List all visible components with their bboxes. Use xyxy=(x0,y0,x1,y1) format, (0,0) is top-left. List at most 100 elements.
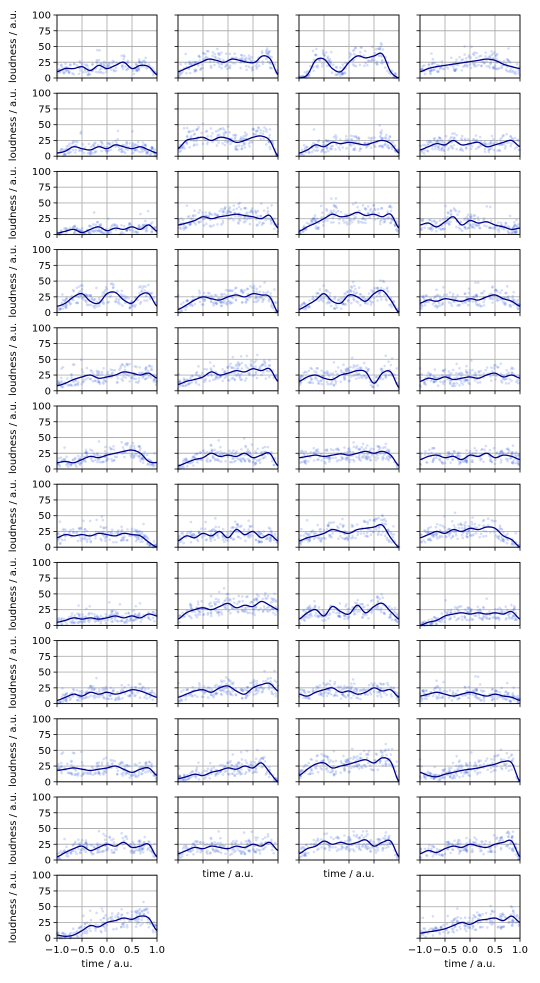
scatter-point xyxy=(193,143,196,146)
scatter-point xyxy=(101,518,105,522)
scatter-point xyxy=(376,216,380,220)
scatter-point xyxy=(331,456,335,460)
scatter-point xyxy=(240,372,243,376)
scatter-point xyxy=(322,220,325,224)
y-tick-label: 25 xyxy=(38,449,51,460)
scatter-point xyxy=(125,143,128,146)
scatter-point xyxy=(142,59,146,62)
y-tick-label: 0 xyxy=(45,465,51,476)
scatter-point xyxy=(81,70,85,74)
scatter-point xyxy=(447,211,450,215)
scatter-point xyxy=(452,67,456,71)
scatter-point xyxy=(496,67,500,71)
scatter-point xyxy=(273,288,276,291)
scatter-point xyxy=(381,377,385,381)
scatter-point xyxy=(272,227,276,231)
scatter-point xyxy=(332,209,336,213)
y-tick-label: 0 xyxy=(45,308,51,319)
scatter-point xyxy=(266,52,269,55)
scatter-point xyxy=(194,69,197,73)
scatter-point xyxy=(346,451,349,454)
y-tick-label: 0 xyxy=(45,152,51,163)
scatter-point xyxy=(387,146,390,150)
scatter-point xyxy=(145,152,149,155)
scatter-point xyxy=(505,368,509,372)
scatter-point xyxy=(220,452,224,455)
scatter-point xyxy=(480,448,483,452)
scatter-point xyxy=(492,446,496,450)
mean-line xyxy=(177,55,279,76)
scatter-point xyxy=(254,370,258,374)
scatter-point xyxy=(184,384,188,387)
scatter-point xyxy=(74,301,78,305)
scatter-point xyxy=(222,133,226,137)
scatter-point xyxy=(209,367,213,370)
scatter-point xyxy=(387,373,391,377)
scatter-point xyxy=(480,64,483,68)
scatter-point xyxy=(149,222,153,225)
scatter-point xyxy=(508,214,512,218)
scatter-point xyxy=(136,67,139,71)
scatter-point xyxy=(441,67,445,71)
scatter-point xyxy=(150,365,153,368)
scatter-point xyxy=(350,301,353,305)
scatter-point xyxy=(453,382,456,385)
scatter-point xyxy=(368,215,371,219)
scatter-point xyxy=(130,530,134,533)
scatter-point xyxy=(67,462,71,466)
scatter-point xyxy=(488,448,492,452)
scatter-point xyxy=(195,143,199,146)
scatter-point xyxy=(456,304,459,307)
scatter-point xyxy=(132,456,135,460)
scatter-point xyxy=(262,371,265,374)
scatter-point xyxy=(94,379,97,383)
scatter-point xyxy=(210,294,214,298)
scatter-point xyxy=(334,303,338,307)
scatter-point xyxy=(303,459,307,463)
scatter-point xyxy=(232,366,236,370)
scatter-point xyxy=(101,62,105,65)
scatter-point xyxy=(386,290,390,293)
scatter-point xyxy=(106,370,110,374)
scatter-point xyxy=(131,129,134,133)
scatter-point xyxy=(144,61,147,65)
scatter-point xyxy=(310,377,314,381)
scatter-point xyxy=(219,304,223,307)
scatter-point xyxy=(234,530,238,534)
scatter-point xyxy=(500,64,503,68)
scatter-point xyxy=(201,211,204,214)
scatter-point xyxy=(443,217,447,220)
scatter-point xyxy=(220,207,223,211)
scatter-point xyxy=(219,445,222,449)
scatter-point xyxy=(127,374,131,378)
scatter-point xyxy=(490,134,494,138)
scatter-point xyxy=(144,285,147,288)
scatter-point xyxy=(247,528,251,531)
scatter-point xyxy=(479,458,482,462)
scatter-point xyxy=(217,52,221,56)
scatter-point xyxy=(473,371,477,374)
scatter-point xyxy=(97,58,101,62)
scatter-point xyxy=(223,143,227,147)
scatter-point xyxy=(366,63,369,67)
scatter-point xyxy=(62,457,66,461)
scatter-point xyxy=(388,135,392,138)
scatter-point xyxy=(103,379,107,383)
scatter-point xyxy=(475,303,479,307)
scatter-point xyxy=(452,65,455,69)
scatter-point xyxy=(63,299,67,302)
scatter-point xyxy=(260,51,264,55)
scatter-point xyxy=(337,298,341,302)
scatter-point xyxy=(328,382,332,386)
scatter-point xyxy=(376,207,380,211)
scatter-point xyxy=(108,62,111,65)
scatter-point xyxy=(491,52,495,56)
scatter-point xyxy=(482,61,486,65)
scatter-point xyxy=(236,367,240,370)
scatter-point xyxy=(484,55,487,58)
scatter-point xyxy=(100,373,104,376)
scatter-point xyxy=(219,58,222,61)
scatter-point xyxy=(468,371,472,375)
scatter-point xyxy=(257,298,260,301)
scatter-point xyxy=(456,63,460,67)
